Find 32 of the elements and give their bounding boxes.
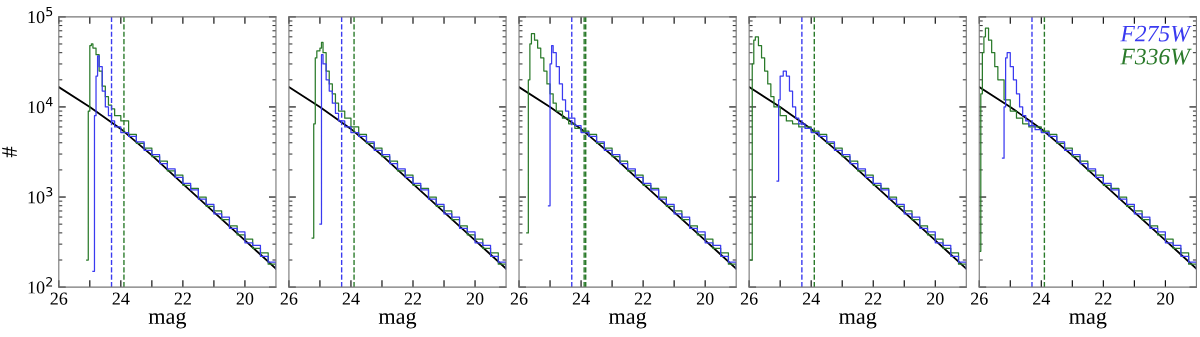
x-tick-label: 22 <box>1095 292 1112 305</box>
x-axis-title: mag <box>839 312 877 329</box>
x-tick-label: 22 <box>864 292 882 305</box>
x-tick-label: 22 <box>174 292 191 305</box>
text: F275W <box>1120 25 1192 42</box>
x-axis-title: mag <box>378 312 417 329</box>
y-tick-label: 10$^{5}$ <box>28 6 53 24</box>
y-tick-label: 10$^{3}$ <box>28 186 53 204</box>
line-series <box>58 86 276 270</box>
x-tick-label: 20 <box>236 292 254 305</box>
x-tick-label: 26 <box>510 292 528 305</box>
x-tick-label: 24 <box>572 292 590 305</box>
x-tick-label: 20 <box>1157 292 1174 305</box>
x-axis-title: mag <box>1069 312 1107 329</box>
x-tick-label: 24 <box>802 292 820 305</box>
x-tick-label: 22 <box>634 292 652 305</box>
x-tick-label: 20 <box>927 292 944 305</box>
x-axis-title: mag <box>608 312 647 329</box>
x-tick-label: 24 <box>112 292 130 305</box>
y-tick-label: 10$^{4}$ <box>28 96 53 114</box>
x-tick-label: 26 <box>971 292 988 305</box>
x-tick-label: 26 <box>740 292 758 305</box>
x-tick-label: 26 <box>50 292 68 305</box>
x-tick-label: 24 <box>342 292 360 305</box>
x-tick-label: 22 <box>404 292 422 305</box>
x-tick-label: 20 <box>696 292 714 305</box>
x-tick-label: 26 <box>280 292 298 305</box>
x-tick-label: 24 <box>1033 292 1051 305</box>
y-axis-title: # <box>2 146 17 158</box>
text: F336W <box>1120 48 1192 65</box>
x-axis-title: mag <box>148 312 187 329</box>
x-tick-label: 20 <box>466 292 484 305</box>
